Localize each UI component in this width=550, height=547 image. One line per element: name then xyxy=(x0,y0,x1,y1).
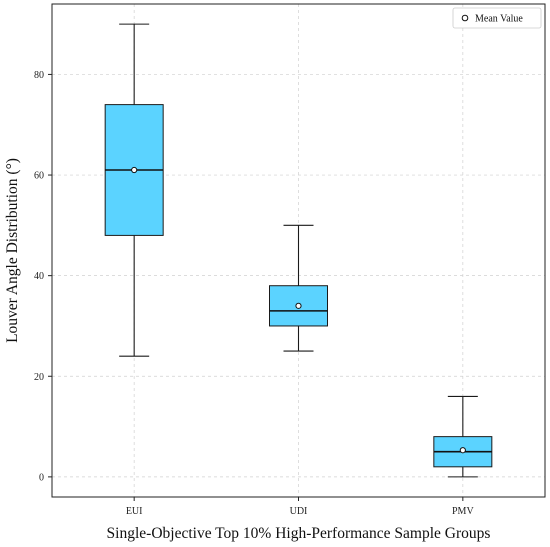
mean-marker xyxy=(295,302,302,309)
x-tick-label: PMV xyxy=(452,506,474,517)
box-udi xyxy=(269,224,328,352)
plot-frame xyxy=(51,3,546,498)
box-pmv xyxy=(433,395,493,478)
legend-label: Mean Value xyxy=(475,14,523,25)
legend: Mean Value xyxy=(452,7,542,29)
legend-box xyxy=(452,7,542,29)
y-tick-label: 80 xyxy=(34,70,44,81)
y-tick-label: 40 xyxy=(34,271,44,282)
y-tick-label: 20 xyxy=(34,372,44,383)
y-axis-title: Louver Angle Distribution (°) xyxy=(4,158,21,343)
axes-group: 0 20 40 60 80 EUI UDI PMV xyxy=(34,70,474,517)
y-tick-label: 0 xyxy=(39,472,44,483)
boxes-group xyxy=(104,23,493,478)
box-eui xyxy=(104,23,164,357)
x-tick-label: UDI xyxy=(290,506,308,517)
legend-mean-marker xyxy=(461,14,469,22)
mean-marker xyxy=(459,447,466,454)
mean-marker xyxy=(131,166,138,174)
x-axis-title: Single-Objective Top 10% High-Performanc… xyxy=(107,525,491,542)
y-tick-label: 60 xyxy=(34,171,44,182)
x-tick-label: EUI xyxy=(126,506,143,517)
